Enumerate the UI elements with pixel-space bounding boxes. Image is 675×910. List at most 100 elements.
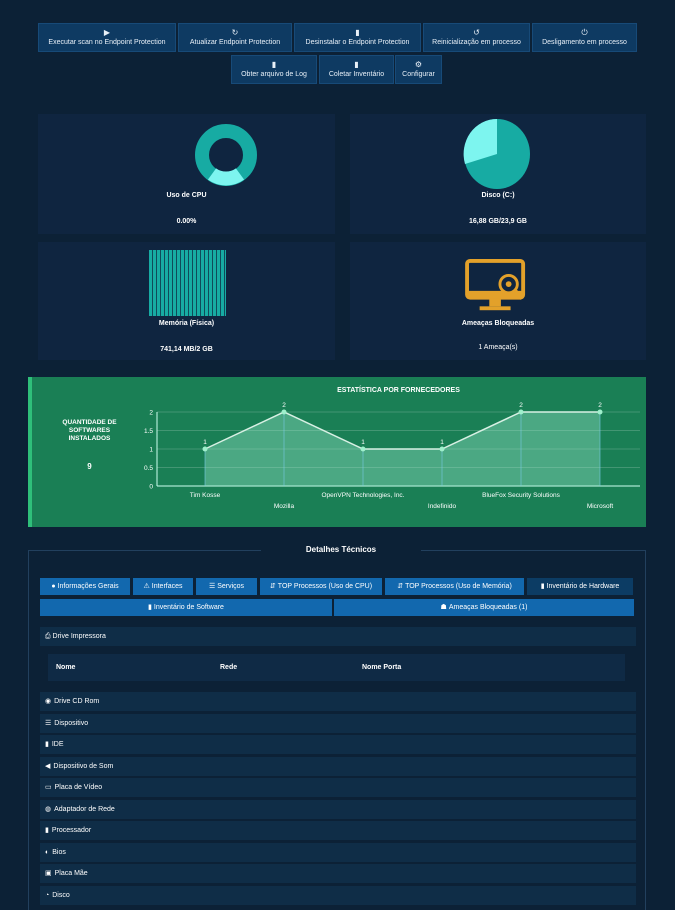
threats-title: Ameaças Bloqueadas [461, 320, 535, 327]
tab-label: TOP Processos (Uso de CPU) [277, 583, 373, 590]
hdd-icon: ▮ [45, 741, 49, 748]
disk-card: Disco (C:) 16,88 GB/23,9 GB [350, 114, 646, 234]
tab-label: Inventário de Software [153, 604, 224, 611]
x-tick-label: Indefinido [428, 503, 457, 510]
button-label: Atualizar Endpoint Protection [189, 39, 281, 46]
data-point[interactable] [360, 446, 366, 452]
button-label: Desinstalar o Endpoint Protection [305, 39, 410, 46]
vendor-stats-panel: QUANTIDADE DE SOFTWARES INSTALADOS 9 EST… [28, 377, 646, 527]
tab-label: TOP Processos (Uso de Memória) [405, 583, 512, 590]
button-label: Executar scan no Endpoint Protection [48, 39, 166, 46]
tab-3[interactable]: ⇵ TOP Processos (Uso de CPU) [259, 577, 383, 596]
tab-label: Informações Gerais [57, 583, 119, 590]
tab-4[interactable]: ⇵ TOP Processos (Uso de Memória) [384, 577, 525, 596]
section-1[interactable]: ☰ Dispositivo [40, 713, 636, 733]
toolbar-button-row10[interactable]: ▶ Executar scan no Endpoint Protection [38, 23, 176, 52]
tab-1[interactable]: ⚠ Interfaces [132, 577, 194, 596]
col-rede: Rede [220, 664, 238, 671]
section-8[interactable]: ▣ Placa Mãe [40, 864, 636, 883]
toolbar-button-row22[interactable]: ⚙ Configurar [395, 55, 442, 84]
tab-label: Serviços [217, 583, 245, 590]
printer-table-header: Nome Rede Nome Porta [48, 654, 625, 681]
y-tick-label: 1 [149, 447, 153, 454]
section-label: Bios [52, 848, 66, 856]
network-icon: ◍ [45, 805, 52, 813]
col-nome: Nome [56, 664, 76, 671]
button-label: Desligamento em processo [542, 39, 627, 46]
series-line [204, 411, 600, 450]
button-label: Obter arquivo de Log [241, 71, 307, 78]
tab-5[interactable]: ▮ Inventário de Hardware [526, 577, 634, 596]
memory-card: Memória (Física) 741,14 MB/2 GB [38, 242, 335, 360]
data-point[interactable] [281, 409, 287, 415]
monitor-icon: ▭ [45, 784, 52, 791]
section-label: Placa Mãe [54, 870, 88, 877]
threats-value: 1 Ameaça(s) [478, 344, 518, 351]
tab2-0[interactable]: ▮ Inventário de Software [39, 598, 333, 617]
y-tick-label: 2 [149, 410, 153, 417]
monitor-virus-icon [465, 258, 526, 311]
cpu-card: Uso de CPU 0.00% [38, 114, 335, 234]
tab-0[interactable]: ● Informações Gerais [39, 577, 131, 596]
section-0[interactable]: ◉ Drive CD Rom [40, 692, 636, 711]
motherboard-icon: ▣ [45, 870, 52, 877]
sort-icon: ⇵ [397, 583, 404, 590]
tab-label: Inventário de Hardware [546, 583, 620, 590]
restart-icon: ↺ [473, 28, 480, 37]
section-label: Drive Impressora [52, 633, 106, 640]
data-point[interactable] [597, 409, 603, 415]
file-icon: ▮ [354, 60, 359, 69]
file-icon: ▮ [271, 60, 277, 69]
section-drive-impressora[interactable]: ⎙ Drive Impressora [40, 627, 636, 646]
x-tick-label: OpenVPN Technologies, Inc. [322, 492, 405, 499]
section-6[interactable]: ▮ Processador [40, 821, 636, 840]
data-point[interactable] [439, 446, 445, 452]
vendor-chart: ESTATÍSTICA POR FORNECEDORES 0 0.5 1 1.5 2 1 Ti… [144, 385, 640, 510]
disk-value: 16,88 GB/23,9 GB [469, 218, 527, 225]
data-point[interactable] [202, 446, 208, 452]
data-label: 2 [519, 402, 523, 409]
data-point[interactable] [518, 409, 524, 415]
file-icon: ▮ [540, 583, 545, 590]
tab-2[interactable]: ☰ Serviços [195, 577, 258, 596]
shield-icon: ☗ [440, 604, 447, 611]
button-label: Reinicialização em processo [432, 39, 521, 46]
toolbar-button-row20[interactable]: ▮ Obter arquivo de Log [231, 55, 317, 84]
toolbar-button-row14[interactable]: ⏻ Desligamento em processo [532, 23, 637, 52]
toolbar-button-row21[interactable]: ▮ Coletar Inventário [319, 55, 394, 84]
data-label: 1 [361, 439, 365, 446]
tab2-1[interactable]: ☗ Ameaças Bloqueadas (1) [333, 598, 635, 617]
cogs-icon: ⚙ [414, 60, 423, 69]
memory-title: Memória (Física) [158, 320, 215, 327]
list-icon: ☰ [45, 719, 52, 727]
section-3[interactable]: ◀ Dispositivo de Som [40, 756, 636, 776]
section-7[interactable]: ◐ Bios [40, 842, 636, 862]
toolbar-button-row13[interactable]: ↺ Reinicialização em processo [423, 23, 530, 52]
section-label: Adaptador de Rede [54, 805, 115, 813]
x-tick-label: Mozilla [274, 503, 295, 510]
sort-icon: ⇵ [269, 583, 276, 590]
section-4[interactable]: ▭ Placa de Vídeo [40, 778, 636, 797]
cpu-icon: ▮ [45, 827, 49, 834]
data-label: 1 [440, 439, 444, 446]
cpu-title: Uso de CPU [166, 192, 207, 199]
data-label: 1 [203, 439, 207, 446]
disk-pie-chart [463, 118, 530, 189]
details-title: Detalhes Técnicos [261, 545, 421, 554]
toolbar-button-row12[interactable]: ▮ Desinstalar o Endpoint Protection [294, 23, 421, 52]
memory-value: 741,14 MB/2 GB [160, 346, 213, 353]
memory-bar [149, 250, 226, 316]
section-label: Drive CD Rom [54, 698, 100, 705]
trash-icon: ▮ [355, 28, 360, 37]
section-label: Dispositivo de Som [53, 762, 114, 770]
threats-card: Ameaças Bloqueadas 1 Ameaça(s) [350, 242, 646, 360]
section-label: Disco [52, 891, 70, 899]
section-5[interactable]: ◍ Adaptador de Rede [40, 799, 636, 819]
toolbar-button-row11[interactable]: ↻ Atualizar Endpoint Protection [178, 23, 292, 52]
section-9[interactable]: ◔ Disco [40, 885, 636, 905]
disk-title: Disco (C:) [481, 192, 515, 199]
section-2[interactable]: ▮ IDE [40, 735, 636, 754]
button-label: Coletar Inventário [328, 71, 385, 78]
chart-title: ESTATÍSTICA POR FORNECEDORES [337, 385, 460, 394]
y-tick-label: 0 [149, 484, 153, 491]
